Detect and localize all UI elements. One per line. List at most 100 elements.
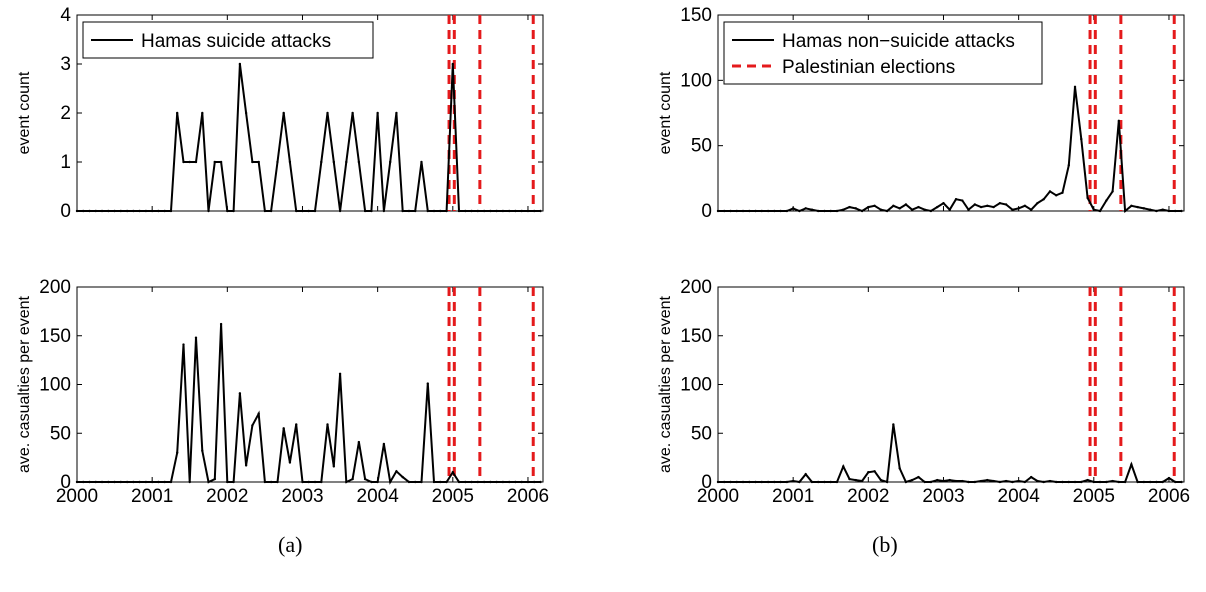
y-axis-label: event count	[16, 71, 33, 154]
data-point	[376, 480, 379, 484]
data-point	[457, 480, 461, 484]
y-tick-label: 200	[39, 277, 71, 298]
data-point	[489, 209, 492, 213]
data-point	[395, 111, 398, 115]
data-point	[879, 208, 883, 211]
data-point	[464, 480, 467, 484]
data-point	[445, 209, 448, 213]
data-point	[514, 209, 517, 213]
data-point	[82, 209, 85, 213]
data-point	[791, 479, 795, 483]
data-point	[138, 209, 141, 213]
data-point	[860, 479, 864, 483]
data-point	[476, 480, 480, 484]
data-point	[464, 209, 467, 213]
x-tick-label: 2002	[847, 486, 889, 507]
data-point	[1023, 204, 1027, 207]
data-point	[986, 478, 989, 482]
data-point	[766, 480, 770, 484]
data-point	[848, 205, 851, 209]
data-point	[345, 480, 348, 484]
data-point	[188, 160, 191, 164]
data-point	[489, 480, 492, 484]
data-point	[269, 209, 273, 213]
data-point	[157, 209, 160, 213]
data-point	[150, 209, 154, 213]
chart-nonsuicide_casualties: 0 50 100 150 200 2000 2001 2002 2003 2004 2005 2006…	[657, 277, 1190, 507]
x-tick-label: 2006	[1148, 486, 1190, 507]
data-point	[917, 475, 920, 479]
data-point	[351, 477, 354, 481]
y-tick-label: 0	[701, 472, 712, 493]
chart-nonsuicide_count: 0 50 100 150 event count Hamas non−suicide at…	[657, 5, 1185, 222]
data-point	[860, 209, 864, 213]
data-point	[194, 160, 198, 164]
data-point	[301, 480, 304, 484]
data-point	[470, 209, 473, 213]
data-point	[269, 480, 273, 484]
y-tick-label: 100	[39, 375, 71, 396]
data-point	[1174, 480, 1177, 484]
data-point	[829, 480, 832, 484]
y-tick-label: 0	[701, 201, 712, 222]
chart-suicide_count: 0 1 2 3 4 event count Hamas suicide attacks	[16, 5, 544, 222]
data-point	[961, 199, 964, 202]
data-point	[773, 480, 776, 484]
data-point	[326, 423, 329, 426]
data-point	[1098, 480, 1102, 484]
x-tick-label: 2005	[1073, 486, 1115, 507]
data-point	[539, 209, 542, 213]
data-point	[501, 480, 505, 484]
data-point	[295, 209, 298, 213]
data-point	[401, 475, 404, 479]
data-point	[1086, 478, 1089, 482]
data-point	[125, 209, 129, 213]
data-point	[810, 208, 814, 211]
data-point	[835, 480, 839, 484]
x-tick-label: 2001	[131, 486, 173, 507]
y-axis-label: ave. casualties per event	[16, 295, 33, 473]
data-point	[244, 111, 248, 115]
data-point	[1105, 199, 1108, 202]
data-point	[885, 209, 889, 213]
data-point	[923, 480, 926, 484]
data-point	[357, 440, 361, 444]
data-point	[992, 479, 995, 483]
data-point	[1117, 480, 1121, 484]
data-point	[735, 480, 738, 484]
data-point	[388, 480, 392, 484]
data-point	[157, 480, 160, 484]
data-point	[873, 204, 876, 207]
data-point	[986, 204, 989, 207]
x-tick-label: 2004	[357, 486, 400, 507]
data-point	[979, 205, 983, 209]
data-point	[1105, 480, 1108, 484]
data-point	[207, 480, 210, 484]
data-point	[785, 480, 789, 484]
data-point	[507, 480, 511, 484]
data-point	[1029, 208, 1033, 211]
data-point	[816, 209, 820, 213]
data-point	[829, 209, 832, 213]
data-point	[363, 209, 367, 213]
data-point	[257, 160, 260, 164]
data-point	[936, 205, 939, 209]
data-point	[954, 198, 958, 201]
data-point	[100, 480, 104, 484]
data-point	[320, 480, 323, 484]
data-point	[107, 480, 110, 484]
data-point	[313, 209, 317, 213]
data-point	[929, 209, 933, 213]
plot-frame	[76, 286, 544, 483]
data-point	[873, 470, 876, 473]
data-point	[854, 207, 857, 210]
data-point	[75, 480, 79, 484]
data-point	[338, 209, 342, 213]
y-tick-label: 3	[60, 54, 71, 75]
data-point	[785, 209, 789, 213]
data-point	[1167, 209, 1171, 213]
data-point	[1017, 207, 1020, 210]
data-point	[363, 477, 367, 481]
data-point	[1004, 203, 1008, 206]
data-point	[1130, 204, 1133, 207]
